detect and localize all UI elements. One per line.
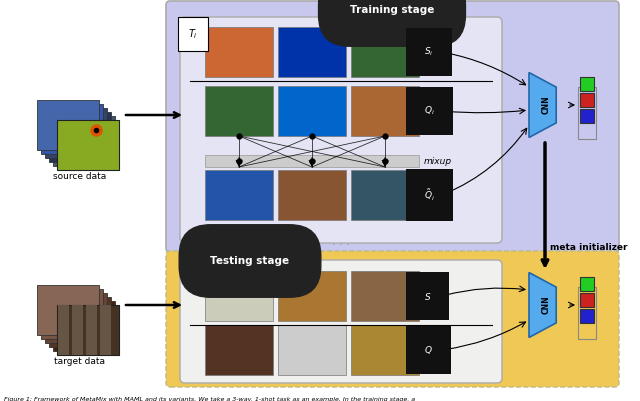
- Text: Training stage: Training stage: [350, 5, 434, 15]
- Bar: [37, 100, 99, 150]
- Bar: [278, 170, 346, 220]
- Bar: [351, 170, 419, 220]
- FancyBboxPatch shape: [180, 260, 502, 383]
- FancyBboxPatch shape: [166, 1, 619, 252]
- Bar: [45, 293, 107, 343]
- Bar: [351, 27, 419, 77]
- Bar: [86, 305, 97, 355]
- Text: $S$: $S$: [424, 290, 431, 302]
- Bar: [580, 109, 594, 123]
- Bar: [351, 325, 419, 375]
- Text: $Q_i$: $Q_i$: [424, 105, 435, 117]
- Bar: [205, 155, 419, 167]
- Bar: [351, 86, 419, 136]
- Bar: [205, 86, 273, 136]
- Text: Testing stage: Testing stage: [211, 256, 289, 266]
- Text: $T_i$: $T_i$: [188, 27, 198, 41]
- Text: $Q$: $Q$: [424, 344, 433, 356]
- Bar: [580, 293, 594, 307]
- FancyBboxPatch shape: [180, 17, 502, 243]
- Bar: [100, 305, 111, 355]
- Text: . . .: . . .: [332, 237, 350, 247]
- Bar: [580, 93, 594, 107]
- Bar: [278, 86, 346, 136]
- Text: $S_i$: $S_i$: [424, 46, 433, 58]
- Bar: [49, 112, 111, 162]
- Bar: [205, 325, 273, 375]
- Text: Figure 1: Framework of MetaMix with MAML and its variants. We take a 3-way, 1-sh: Figure 1: Framework of MetaMix with MAML…: [4, 397, 415, 401]
- Text: source data: source data: [53, 172, 107, 181]
- Bar: [205, 271, 273, 321]
- Text: target data: target data: [54, 357, 106, 366]
- Bar: [57, 305, 119, 355]
- Bar: [49, 297, 111, 347]
- Bar: [580, 309, 594, 323]
- Bar: [53, 301, 115, 351]
- Polygon shape: [529, 273, 556, 338]
- Text: meta initializer: meta initializer: [550, 243, 627, 253]
- Text: mixup: mixup: [424, 156, 452, 166]
- Text: $\tilde{Q}_i$: $\tilde{Q}_i$: [424, 187, 435, 203]
- FancyBboxPatch shape: [166, 251, 619, 387]
- Bar: [41, 104, 103, 154]
- Bar: [57, 120, 119, 170]
- Bar: [278, 27, 346, 77]
- Polygon shape: [529, 73, 556, 138]
- Bar: [205, 27, 273, 77]
- Bar: [278, 271, 346, 321]
- Bar: [278, 325, 346, 375]
- Bar: [72, 305, 83, 355]
- Bar: [351, 271, 419, 321]
- Bar: [37, 285, 99, 335]
- Text: CNN: CNN: [542, 296, 551, 314]
- Bar: [57, 120, 119, 170]
- Bar: [45, 108, 107, 158]
- Bar: [580, 277, 594, 291]
- Text: CNN: CNN: [542, 96, 551, 114]
- Bar: [41, 289, 103, 339]
- Bar: [205, 170, 273, 220]
- Bar: [58, 305, 69, 355]
- Bar: [57, 305, 119, 355]
- Bar: [53, 116, 115, 166]
- Bar: [580, 77, 594, 91]
